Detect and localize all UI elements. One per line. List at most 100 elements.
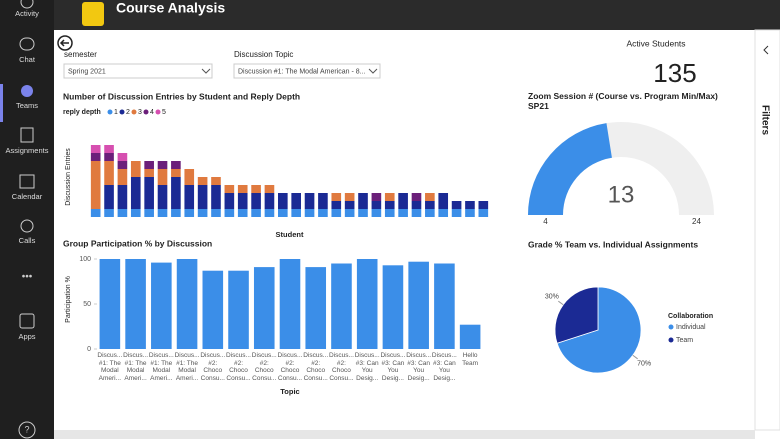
- bar: [176, 259, 198, 349]
- x-tick-label: Discus... #1: The Modal Ameri...: [97, 352, 123, 382]
- dropdown-chevron: [368, 68, 378, 74]
- legend-swatch: [668, 337, 674, 343]
- header-bar: [54, 0, 780, 30]
- bar-segment: [344, 193, 355, 201]
- assignments-icon[interactable]: [20, 127, 34, 143]
- sidebar-label: Assignments: [6, 146, 49, 155]
- bar-segment: [144, 169, 154, 177]
- gauge-title-box: Zoom Session # (Course vs. Program Min/M…: [528, 91, 718, 111]
- bar-segment: [331, 201, 342, 209]
- slicer-value: Discussion #1: The Modal American - 8...: [238, 68, 366, 75]
- back-button[interactable]: [57, 35, 73, 51]
- bar-segment: [117, 161, 128, 169]
- x-tick-label: Discus... #3: Can You Desig...: [354, 352, 380, 382]
- bar-segment: [197, 185, 208, 209]
- y-tick-label: 50: [83, 301, 91, 308]
- bar-segment: [371, 201, 382, 209]
- calendar-icon[interactable]: [19, 174, 35, 189]
- x-axis-label: Topic: [280, 387, 299, 396]
- data-label: 70%: [637, 360, 651, 367]
- x-tick-label-box: Discus... #2: Choco Consu...: [328, 352, 354, 382]
- legend-label: 5: [162, 109, 166, 116]
- x-tick-label: Discus... #1: The Modal Ameri...: [123, 352, 149, 382]
- help-glyph: ?: [24, 424, 29, 434]
- bar-segment: [331, 209, 342, 217]
- x-tick-label-box: Hello Team: [462, 352, 478, 367]
- more-icon[interactable]: •••: [22, 272, 33, 283]
- x-tick-label: Discus... #3: Can You Desig...: [406, 352, 432, 382]
- bar-segment: [171, 177, 181, 209]
- bar-segment: [451, 201, 462, 209]
- topic-dropdown[interactable]: [233, 63, 381, 79]
- chart-title: Number of Discussion Entries by Student …: [63, 91, 300, 101]
- bar-segment: [358, 209, 368, 217]
- chat-icon[interactable]: [19, 37, 35, 51]
- bar: [331, 263, 352, 349]
- active-indicator: [0, 84, 3, 122]
- bar: [408, 261, 429, 349]
- bar-segment: [184, 209, 195, 217]
- bar-segment: [144, 177, 154, 209]
- bar: [279, 259, 301, 349]
- gauge-value-arc: [528, 123, 612, 215]
- card-value: 135: [653, 58, 696, 88]
- help-icon[interactable]: [18, 421, 36, 439]
- x-tick-label-box: Discus... #2: Choco Consu...: [252, 352, 277, 382]
- legend-swatch: [131, 109, 137, 115]
- pie-slice: [554, 286, 599, 344]
- card-title: Active Students: [626, 38, 685, 48]
- bar-segment: [264, 185, 275, 193]
- filters-pane[interactable]: [754, 29, 780, 431]
- x-tick-label: Discus... #2: Choco Consu...: [200, 352, 226, 382]
- x-tick-label: Discus... #2: Choco Consu...: [303, 352, 329, 382]
- x-tick-label-box: Discus... #1: The Modal Ameri...: [175, 352, 200, 382]
- bar-segment: [304, 209, 315, 217]
- dropdown-chevron: [201, 68, 211, 74]
- legend-title: Collaboration: [668, 313, 713, 320]
- chart-title: Group Participation % by Discussion: [63, 238, 212, 248]
- filters-label: Filters: [759, 105, 770, 135]
- slicer-label: Discussion Topic: [234, 50, 293, 59]
- bar-segment: [90, 153, 101, 161]
- bar-segment: [117, 153, 128, 161]
- x-tick-label-box: Discus... #2: Choco Consu...: [226, 352, 251, 382]
- bar-segment: [411, 201, 422, 209]
- bar-segment: [117, 169, 128, 185]
- bar-segment: [237, 185, 248, 193]
- teams-icon[interactable]: [21, 85, 33, 97]
- x-tick-label-box: Discus... #1: The Modal Ameri...: [123, 352, 149, 382]
- x-tick-label-box: Discus... #3: Can You Desig...: [432, 352, 457, 382]
- activity-icon[interactable]: [20, 0, 34, 9]
- x-tick-label-box: Discus... #3: Can You Desig...: [406, 352, 432, 382]
- bar-segment: [157, 209, 168, 217]
- bar-segment: [211, 177, 221, 185]
- x-tick-label: Discus... #2: Choco Consu...: [328, 352, 354, 382]
- sidebar-label: Calls: [19, 236, 36, 245]
- bar-segment: [291, 209, 301, 217]
- bar-segment: [144, 209, 154, 217]
- bar-segment: [197, 209, 208, 217]
- semester-dropdown[interactable]: [63, 63, 213, 79]
- bar-segment: [278, 193, 288, 209]
- x-tick-label-box: Discus... #3: Can You Desig...: [354, 352, 380, 382]
- bar-segment: [264, 209, 275, 217]
- bar-segment: [264, 193, 275, 209]
- x-tick-label-box: Discus... #1: The Modal Ameri...: [149, 352, 174, 382]
- collapse-chevron[interactable]: [763, 45, 769, 55]
- bar: [253, 267, 275, 349]
- bar-segment: [251, 193, 261, 209]
- apps-icon[interactable]: [19, 313, 35, 329]
- bar-segment: [465, 201, 475, 209]
- bar-segment: [291, 193, 301, 209]
- legend-swatch: [143, 109, 149, 115]
- bar-segment: [278, 209, 288, 217]
- bar-segment: [304, 193, 315, 209]
- bar: [125, 259, 146, 349]
- legend-label: 4: [150, 109, 154, 116]
- bar: [459, 324, 481, 349]
- bar-segment: [425, 201, 435, 209]
- legend-label: 2: [126, 109, 130, 116]
- calls-icon[interactable]: [20, 219, 34, 233]
- bar-segment: [371, 209, 382, 217]
